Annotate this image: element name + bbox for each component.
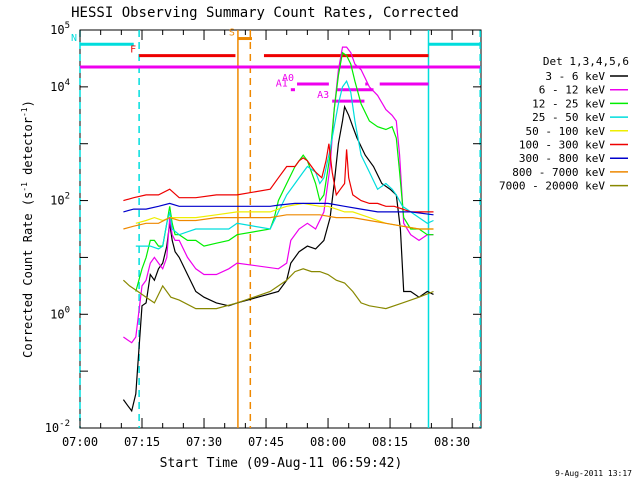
series-line-1	[123, 46, 434, 344]
flag-label-F: F	[130, 45, 136, 56]
legend-label-6: 300 - 800 keV	[519, 152, 605, 165]
x-tick-label: 07:45	[248, 435, 284, 449]
legend-title: Det 1,3,4,5,6	[543, 55, 629, 68]
series-line-8	[122, 268, 434, 310]
x-axis-label: Start Time (09-Aug-11 06:59:42)	[160, 456, 403, 471]
vertical-markers	[79, 30, 481, 428]
legend-label-3: 25 - 50 keV	[532, 111, 605, 124]
legend-label-4: 50 - 100 keV	[526, 125, 606, 138]
series-line-7	[123, 214, 434, 230]
x-tick-label: 07:15	[124, 435, 160, 449]
series-line-2	[135, 51, 434, 292]
series-lines	[122, 46, 434, 413]
y-tick-label: 100	[50, 305, 70, 321]
x-tick-label: 08:15	[372, 435, 408, 449]
y-tick-label: 10-2	[45, 419, 70, 435]
y-tick-label: 104	[50, 78, 70, 94]
date-stamp: 9-Aug-2011 13:17	[555, 469, 632, 478]
flag-label-N: N	[71, 33, 77, 44]
series-line-5	[123, 143, 434, 213]
flag-label-A1: A1	[276, 79, 288, 90]
flag-label-S: S	[229, 28, 235, 39]
x-tick-label: 08:00	[310, 435, 346, 449]
legend-label-5: 100 - 300 keV	[519, 139, 605, 152]
legend-label-2: 12 - 25 keV	[532, 97, 605, 110]
chart-title: HESSI Observing Summary Count Rates, Cor…	[71, 5, 459, 21]
series-line-6	[123, 202, 434, 216]
legend-label-7: 800 - 7000 keV	[512, 166, 605, 179]
x-tick-label: 07:30	[186, 435, 222, 449]
y-tick-label: 102	[50, 192, 70, 208]
x-axis: 07:00 07:15 07:30 07:45 08:00 08:15 08:30	[62, 30, 474, 449]
legend-label-8: 7000 - 20000 keV	[499, 180, 605, 193]
series-line-0	[122, 104, 434, 413]
y-tick-label: 105	[50, 21, 70, 37]
legend-label-0: 3 - 6 keV	[545, 70, 605, 83]
series-line-4	[135, 202, 434, 230]
flag-label-A0: A0	[282, 73, 294, 84]
legend-label-1: 6 - 12 keV	[539, 84, 606, 97]
series-line-3	[135, 79, 434, 250]
x-tick-label: 08:30	[434, 435, 470, 449]
x-tick-label: 07:00	[62, 435, 98, 449]
flag-label-A3: A3	[317, 90, 329, 101]
y-axis-label: Corrected Count Rate (s-1 detector-1)	[20, 100, 35, 358]
